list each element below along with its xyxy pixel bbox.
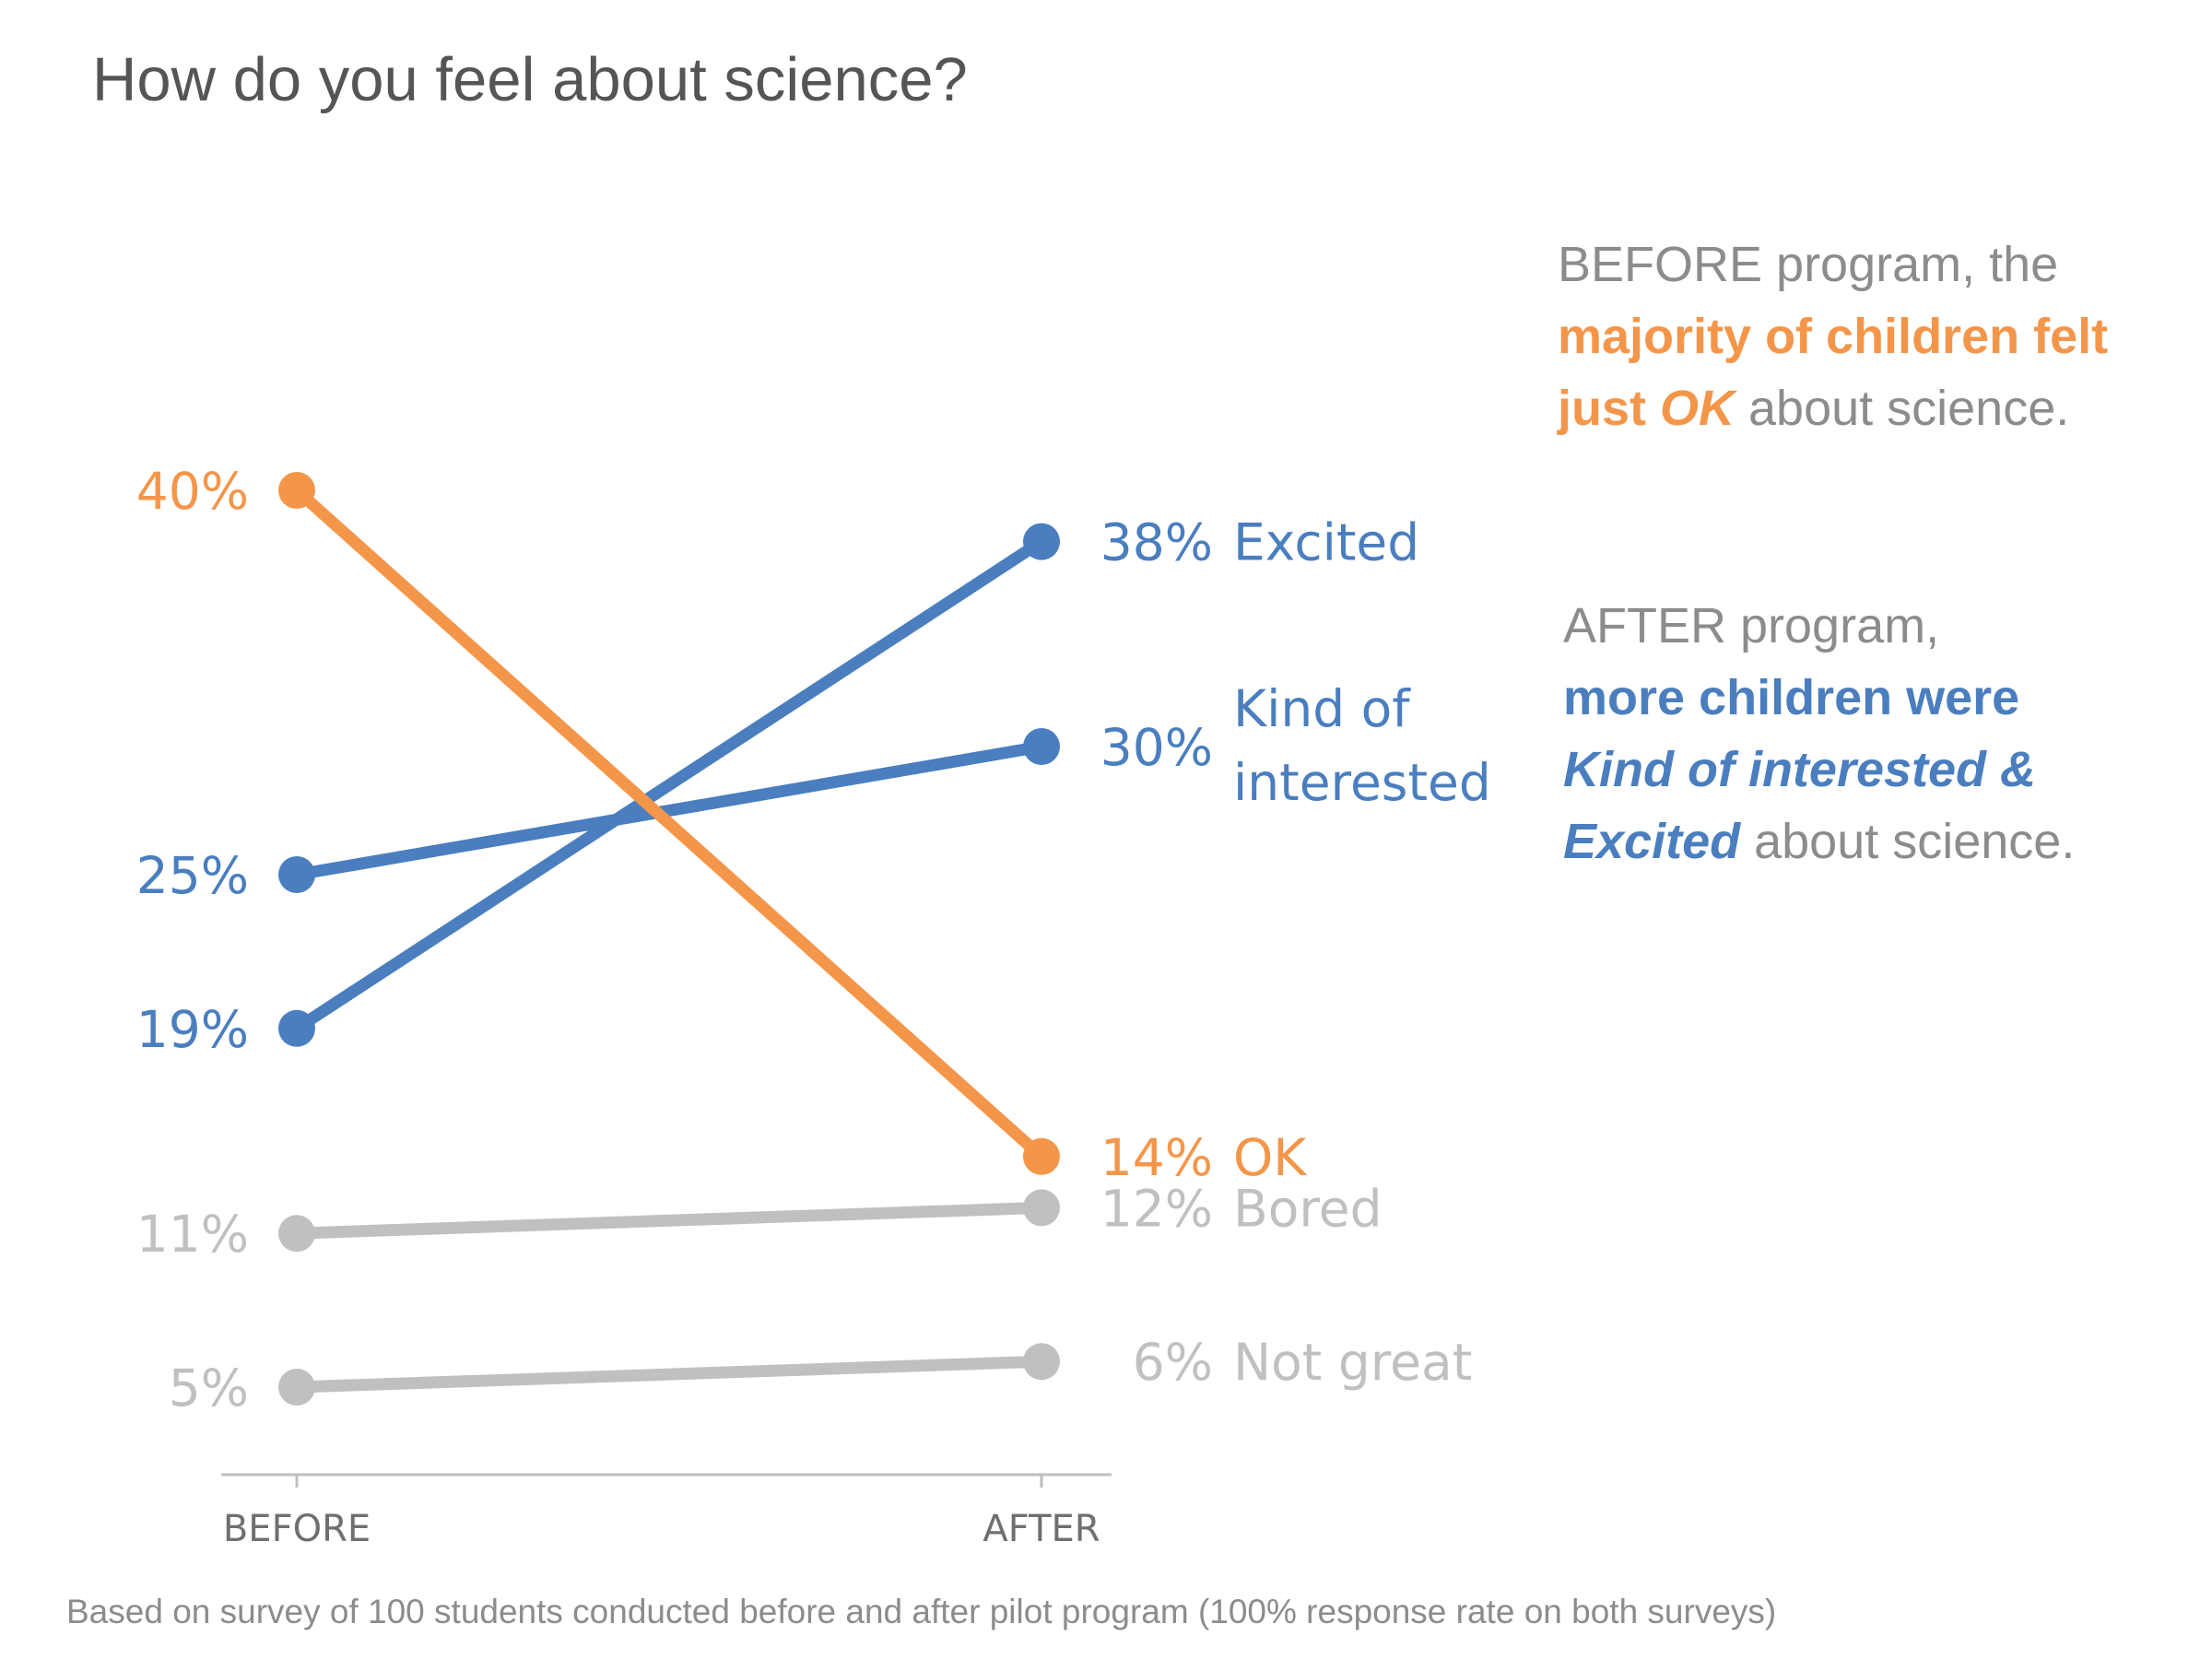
point-kind-of-interested-before [278,856,315,893]
after-annotation-line1: AFTER program, [1563,598,1940,653]
value-label-excited-after: 38% [1100,513,1213,572]
value-label-ok-before: 40% [136,462,249,521]
value-label-kind-of-interested-before: 25% [136,846,249,905]
series-line-kind-of-interested [290,740,1048,881]
point-kind-of-interested-after [1023,728,1060,765]
before-annotation-emphasis: majority of children felt [1558,309,2109,364]
series-line-ok [290,484,1048,1163]
before-annotation-ok: OK [1660,381,1735,436]
after-annotation-tail: about science. [1740,814,2076,869]
value-label-not-great-after: 6% [1133,1333,1213,1392]
point-bored-after [1023,1189,1060,1227]
series-name-bored: Bored [1233,1179,1382,1238]
series-name-kind-of-interested: Kind of interested [1233,679,1491,812]
value-label-bored-after: 12% [1100,1179,1213,1238]
value-label-excited-before: 19% [136,1000,249,1059]
footnote: Based on survey of 100 students conducte… [66,1593,1777,1630]
point-excited-after [1023,523,1060,560]
value-label-kind-of-interested-after: 30% [1100,718,1213,777]
before-annotation: BEFORE program, the majority of children… [1558,229,2108,444]
series-name-excited: Excited [1233,513,1419,572]
series-line-excited [290,535,1048,1035]
point-not-great-before [278,1369,315,1406]
series-name-ok: OK [1233,1128,1308,1187]
value-label-bored-before: 11% [136,1205,249,1264]
after-annotation: AFTER program, more children were Kind o… [1563,590,2075,877]
value-label-not-great-before: 5% [169,1359,249,1418]
after-annotation-emphasis: more children were [1563,670,2020,725]
series-name-not-great: Not great [1233,1333,1472,1392]
x-tick-label-after: AFTER [982,1508,1100,1550]
before-annotation-emphasis-2: just [1558,381,1661,436]
point-excited-before [278,1009,315,1047]
value-label-ok-after: 14% [1100,1128,1213,1187]
x-tick-label-before: BEFORE [223,1508,371,1550]
series-line-bored [290,1201,1048,1240]
point-not-great-after [1023,1343,1060,1381]
point-bored-before [278,1215,315,1253]
point-ok-after [1023,1137,1060,1175]
after-annotation-interested: Kind of interested & [1563,742,2037,797]
point-ok-before [278,472,315,509]
after-annotation-excited: Excited [1563,814,1741,869]
series-line-not-great [290,1355,1048,1394]
before-annotation-tail: about science. [1735,381,2070,436]
before-annotation-line1: BEFORE program, the [1558,237,2059,292]
chart-title: How do you feel about science? [92,45,968,114]
